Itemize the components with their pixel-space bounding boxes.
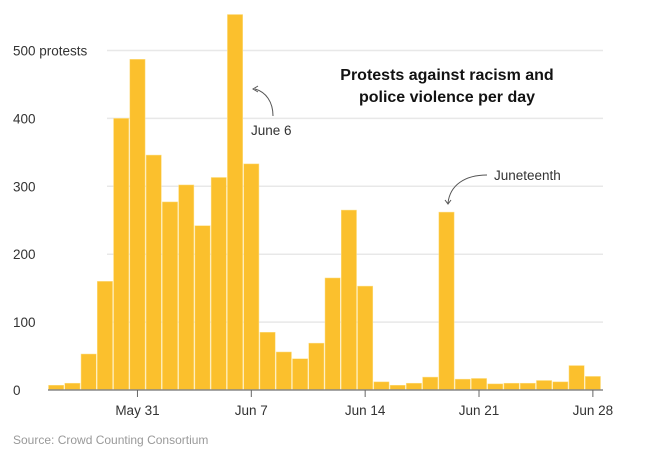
x-axis: May 31 Jun 7 Jun 14 Jun 21 Jun 28: [48, 389, 614, 418]
arrowhead-juneteenth: [444, 199, 452, 205]
x-tick-label: Jun 21: [459, 403, 500, 418]
bar-jun-4: [194, 225, 211, 391]
bar-jun-20: [454, 378, 471, 391]
bar-jun-15: [373, 381, 390, 391]
bar-jun-24: [519, 382, 536, 391]
x-tick-label: Jun 7: [235, 403, 268, 418]
bar-jun-14: [357, 285, 374, 391]
bar-jun-17: [406, 382, 422, 391]
chart-title-line-1: Protests against racism and: [340, 67, 553, 84]
y-tick-label: 400: [13, 111, 36, 126]
bar-jun-6: [227, 14, 243, 391]
annotation-june-6: June 6: [251, 85, 292, 138]
bar-jun-1: [145, 154, 162, 391]
arrowhead-june-6: [252, 85, 259, 93]
bars: [48, 14, 601, 391]
annotation-label-juneteenth: Juneteenth: [494, 168, 561, 183]
x-tick-label: Jun 14: [345, 403, 386, 418]
bar-jun-12: [324, 277, 341, 391]
bar-jun-5: [210, 177, 227, 391]
x-tick-label: May 31: [115, 403, 159, 418]
bar-jun-10: [292, 358, 308, 391]
bar-jun-22: [487, 383, 504, 391]
bar-may-30: [113, 118, 130, 391]
bar-jun-18: [422, 376, 439, 391]
chart-title-line-2: police violence per day: [359, 89, 535, 106]
bar-jun-13: [341, 209, 357, 391]
bar-jun-19: [438, 211, 455, 391]
annotation-label-june-6: June 6: [251, 123, 292, 138]
bar-jun-21: [471, 378, 487, 391]
bar-jun-11: [308, 342, 325, 391]
bar-may-27: [64, 382, 81, 391]
bar-jun-28: [584, 376, 601, 391]
bar-jun-2: [162, 201, 178, 391]
bar-jun-25: [536, 380, 552, 391]
y-tick-label: 500 protests: [13, 44, 88, 59]
y-tick-label: 200: [13, 247, 36, 262]
bar-jun-9: [275, 351, 292, 391]
y-tick-label: 300: [13, 179, 36, 194]
x-tick-label: Jun 28: [573, 403, 614, 418]
annotation-juneteenth: Juneteenth: [444, 168, 561, 205]
bar-jun-3: [178, 184, 195, 391]
source-note: Source: Crowd Counting Consortium: [13, 433, 208, 447]
bar-jun-7: [243, 163, 260, 391]
bar-jun-27: [568, 365, 585, 391]
annotation-arrow-juneteenth: [447, 174, 488, 204]
bar-may-29: [97, 281, 113, 391]
bar-jun-23: [503, 382, 520, 391]
bar-may-28: [80, 353, 97, 391]
annotation-arrow-june-6: [254, 88, 274, 117]
y-axis: 0 100 200 300 400 500 protests: [13, 44, 88, 399]
y-tick-label: 0: [13, 383, 21, 398]
bar-jun-8: [259, 332, 276, 391]
bar-jun-26: [552, 381, 569, 391]
y-tick-label: 100: [13, 315, 36, 330]
bar-may-31: [129, 59, 146, 391]
